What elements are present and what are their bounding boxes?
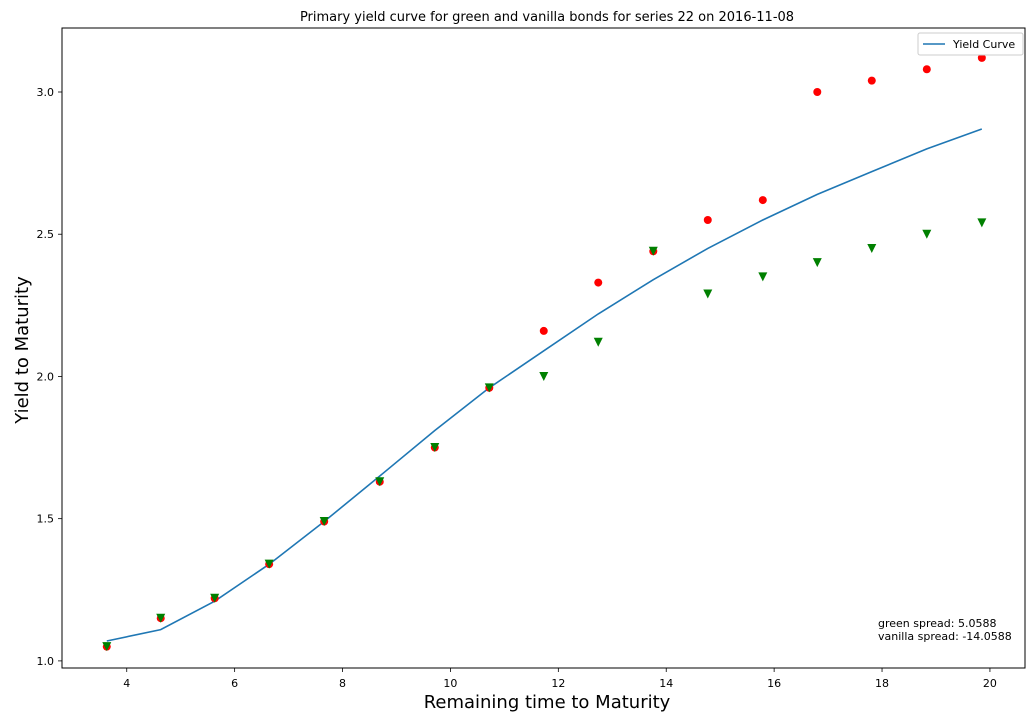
green-triangle-point <box>539 371 549 381</box>
green-triangle-point <box>210 593 220 603</box>
red-circle-point <box>813 88 822 96</box>
green-triangle-point <box>430 443 440 453</box>
x-tick-label: 6 <box>231 677 238 690</box>
y-tick-label: 1.5 <box>37 513 55 526</box>
y-tick-label: 2.0 <box>37 370 55 383</box>
x-tick-label: 20 <box>983 677 997 690</box>
green-triangle-point <box>758 272 768 282</box>
red-circle-point <box>594 278 603 287</box>
plot-frame <box>61 27 1026 669</box>
green-triangle-point <box>812 258 822 268</box>
green-triangle-point <box>648 246 658 256</box>
chart-title: Primary yield curve for green and vanill… <box>300 10 794 25</box>
x-tick-label: 14 <box>659 677 673 690</box>
x-tick-label: 10 <box>443 677 457 690</box>
yield-curve-line <box>106 128 983 642</box>
green-triangle-point <box>102 642 112 652</box>
legend-label-yield-curve: Yield Curve <box>952 38 1015 51</box>
plot-area: 4 6 8 10 12 14 16 18 20 1.0 1.5 2.0 2.5 3.0 <box>37 27 1026 690</box>
red-circle-point <box>867 76 876 85</box>
red-circle-point <box>977 53 986 62</box>
x-axis-title: Remaining time to Maturity <box>424 692 671 713</box>
y-tick-label: 3.0 <box>37 86 55 99</box>
green-triangle-point <box>593 337 603 347</box>
vanilla-spread-annotation: vanilla spread: -14.0588 <box>878 630 1012 643</box>
green-spread-annotation: green spread: 5.0588 <box>878 617 996 630</box>
y-tick-label: 2.5 <box>37 228 55 241</box>
green-triangle-point <box>375 477 385 487</box>
x-tick-label: 12 <box>551 677 565 690</box>
legend-frame <box>917 32 1024 56</box>
green-triangle-point <box>867 243 877 253</box>
green-triangle-point <box>922 229 932 239</box>
x-tick-label: 16 <box>767 677 781 690</box>
y-axis-title: Yield to Maturity <box>12 276 33 425</box>
red-circle-point <box>703 216 712 224</box>
x-tick-label: 4 <box>123 677 130 690</box>
green-triangle-point <box>319 517 329 527</box>
red-circle-point <box>758 196 767 205</box>
y-tick-label: 1.0 <box>37 655 55 668</box>
green-triangle-point <box>703 289 713 299</box>
legend: Yield Curve <box>917 32 1024 56</box>
x-tick-label: 8 <box>339 677 346 690</box>
x-tick-label: 18 <box>875 677 889 690</box>
green-triangle-point <box>156 613 166 623</box>
green-triangle-point <box>484 383 494 393</box>
red-circle-point <box>922 65 931 74</box>
green-triangle-point <box>977 218 987 228</box>
green-triangle-point <box>264 559 274 569</box>
red-circle-point <box>539 326 548 335</box>
